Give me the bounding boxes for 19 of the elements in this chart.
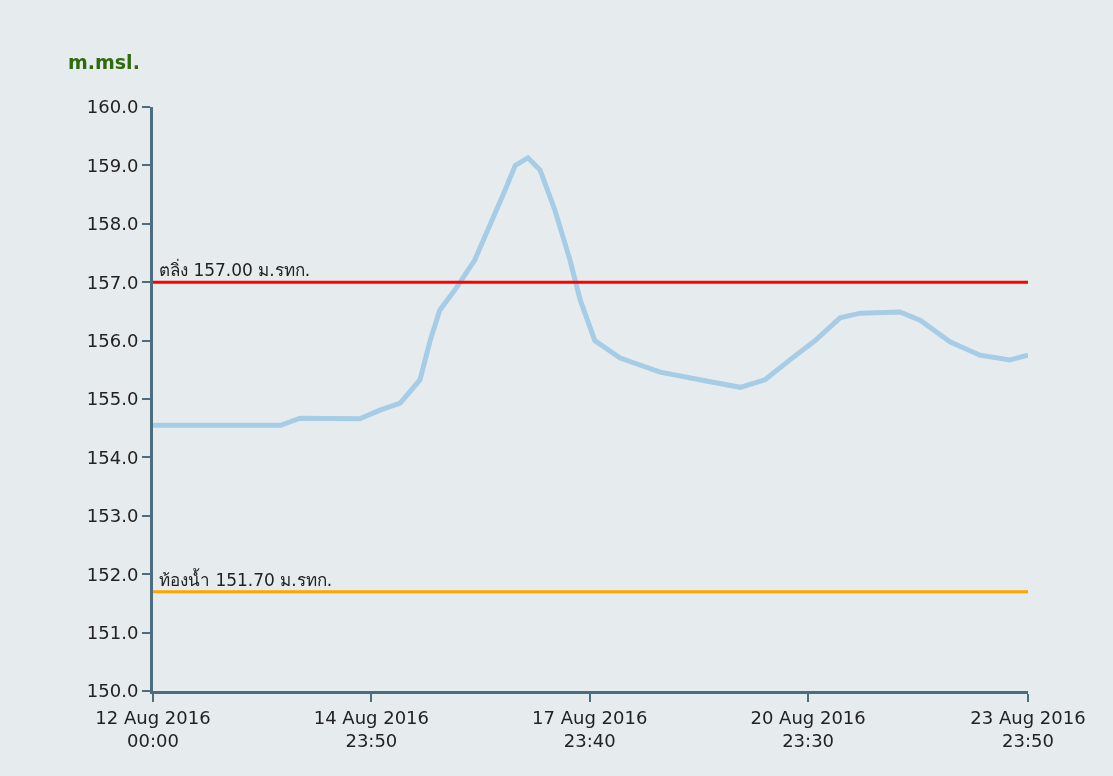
y-tick-label: 151.0 (86, 621, 139, 643)
y-tick-label: 159.0 (86, 154, 139, 176)
y-tick-label: 150.0 (86, 680, 139, 702)
y-tick-label: 158.0 (86, 213, 139, 235)
x-tick-label: 14 Aug 2016 23:50 (313, 706, 430, 751)
y-tick-label: 155.0 (86, 388, 139, 410)
x-tick-label: 12 Aug 2016 00:00 (95, 706, 211, 751)
x-tick-label: 17 Aug 2016 23:40 (532, 706, 648, 751)
y-tick-label: 160.0 (86, 96, 139, 118)
ref-line-label: ท้องน้ำ 151.70 ม.รทก. (159, 568, 333, 590)
y-tick-label: 157.0 (86, 271, 139, 293)
y-tick-label: 152.0 (86, 563, 139, 585)
y-tick-label: 154.0 (86, 446, 139, 468)
y-tick-label: 153.0 (86, 505, 139, 527)
y-axis-title: m.msl. (68, 51, 140, 73)
ref-line-label: ตลิ่ง 157.00 ม.รทก. (159, 258, 311, 280)
y-tick-label: 156.0 (86, 329, 139, 351)
x-tick-label: 20 Aug 2016 23:30 (750, 706, 866, 751)
x-tick-label: 23 Aug 2016 23:50 (970, 706, 1086, 751)
